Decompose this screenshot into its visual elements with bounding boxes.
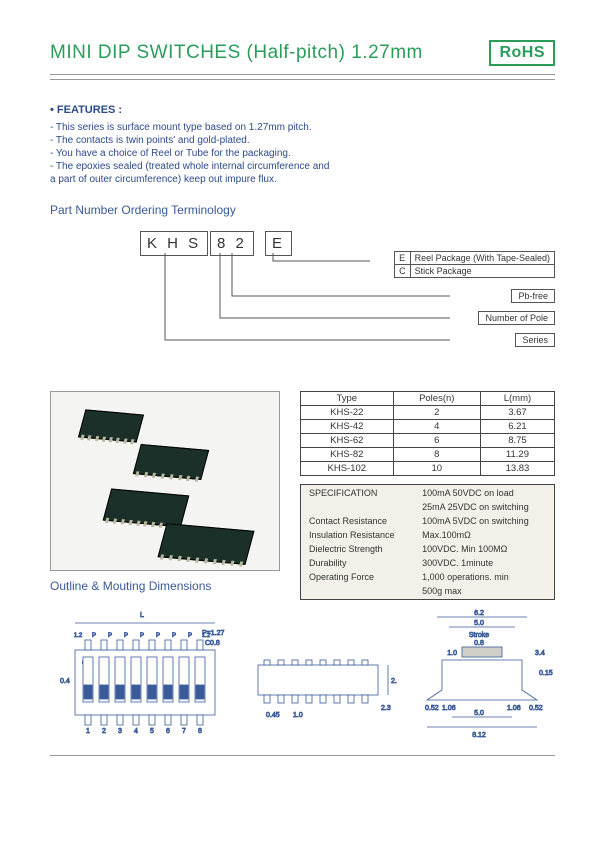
divider (50, 79, 555, 80)
table-row: TypePoles(n)L(mm) (301, 392, 555, 406)
dimension-drawings: L P=1.27 C0.8 ON 0.4 1.2PPPPPPP1.2 12345… (50, 605, 555, 745)
svg-text:Stroke: Stroke (468, 632, 488, 639)
feature-line: - This series is surface mount type base… (50, 122, 555, 133)
ordering-diagram: K H S 8 2 E EReel Package (With Tape-Sea… (50, 231, 555, 371)
table-row: KHS-1021013.83 (301, 462, 555, 476)
legend-series: Series (515, 333, 555, 347)
svg-text:0.52: 0.52 (529, 705, 543, 712)
svg-text:5: 5 (150, 728, 154, 735)
feature-line: - The epoxies sealed (treated whole inte… (50, 161, 555, 172)
svg-text:P: P (124, 633, 128, 639)
svg-text:2: 2 (102, 728, 106, 735)
divider (50, 74, 555, 75)
svg-text:5.0: 5.0 (474, 620, 484, 627)
code-series: K H S (140, 231, 208, 256)
dim-top-view: L P=1.27 C0.8 ON 0.4 1.2PPPPPPP1.2 12345… (50, 605, 238, 745)
svg-text:5.0: 5.0 (474, 710, 484, 717)
svg-text:1.06: 1.06 (507, 705, 521, 712)
dim-side-view: 2.2 2.3 0.45 1.0 (248, 605, 396, 745)
svg-text:0.52: 0.52 (425, 705, 439, 712)
legend-pole: Number of Pole (478, 311, 555, 325)
table-row: CStick Package (395, 265, 555, 278)
feature-line: - You have a choice of Reel or Tube for … (50, 148, 555, 159)
svg-text:3: 3 (118, 728, 122, 735)
svg-text:6.2: 6.2 (474, 610, 484, 617)
table-row: KHS-2223.67 (301, 406, 555, 420)
table-row: KHS-82811.29 (301, 448, 555, 462)
type-table: TypePoles(n)L(mm) KHS-2223.67 KHS-4246.2… (300, 391, 555, 476)
svg-text:1.2: 1.2 (202, 633, 211, 639)
svg-text:8.12: 8.12 (472, 732, 486, 739)
divider (50, 755, 555, 756)
ordering-title: Part Number Ordering Terminology (50, 203, 555, 217)
page-title: MINI DIP SWITCHES (Half-pitch) 1.27mm (50, 42, 423, 64)
svg-text:7: 7 (182, 728, 186, 735)
outline-title: Outline & Mouting Dimensions (50, 579, 280, 593)
svg-text:0.8: 0.8 (474, 640, 484, 647)
svg-text:1.0: 1.0 (293, 712, 303, 719)
svg-text:4: 4 (134, 728, 138, 735)
svg-text:P: P (188, 633, 192, 639)
svg-text:2.2: 2.2 (391, 678, 396, 685)
svg-text:2.3: 2.3 (381, 705, 391, 712)
legend-package-table: EReel Package (With Tape-Sealed) CStick … (394, 251, 555, 278)
svg-text:C0.8: C0.8 (205, 640, 220, 647)
svg-text:0.4: 0.4 (60, 678, 70, 685)
svg-text:P: P (108, 633, 112, 639)
svg-text:1.0: 1.0 (447, 650, 457, 657)
spec-table: SPECIFICATION100mA 50VDC on load 25mA 25… (300, 484, 555, 600)
table-row: EReel Package (With Tape-Sealed) (395, 252, 555, 265)
feature-line: - The contacts is twin points' and gold-… (50, 135, 555, 146)
table-row: KHS-6268.75 (301, 434, 555, 448)
svg-text:0.15: 0.15 (539, 670, 553, 677)
svg-text:P: P (92, 633, 96, 639)
code-pole: 8 2 (210, 231, 254, 256)
dim-end-view: 6.2 5.0 Stroke 0.8 1.0 3.4 0.15 0.52 0.5… (407, 605, 555, 745)
product-photo (50, 391, 280, 571)
feature-line: a part of outer circumference) keep out … (50, 174, 555, 185)
svg-text:0.45: 0.45 (266, 712, 280, 719)
legend-pb: Pb-free (511, 289, 555, 303)
rohs-badge: RoHS (489, 40, 555, 66)
svg-text:P: P (156, 633, 160, 639)
svg-text:L: L (140, 612, 144, 619)
svg-text:P: P (172, 633, 176, 639)
svg-text:8: 8 (198, 728, 202, 735)
svg-text:1: 1 (86, 728, 90, 735)
table-row: KHS-4246.21 (301, 420, 555, 434)
svg-text:P: P (140, 633, 144, 639)
svg-text:1.2: 1.2 (74, 633, 83, 639)
features-heading: • FEATURES : (50, 104, 555, 116)
svg-text:6: 6 (166, 728, 170, 735)
svg-text:3.4: 3.4 (535, 650, 545, 657)
code-package: E (265, 231, 292, 256)
svg-text:1.06: 1.06 (442, 705, 456, 712)
